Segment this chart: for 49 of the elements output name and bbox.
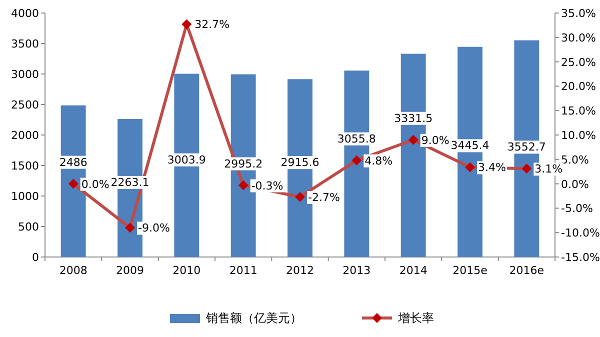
data-label: 3331.5 bbox=[394, 112, 433, 125]
y-tick-label: 1500 bbox=[11, 160, 39, 172]
y-tick-label: 1000 bbox=[11, 190, 39, 203]
data-label: 3.1% bbox=[534, 162, 563, 176]
data-label: 3.4% bbox=[478, 161, 506, 174]
data-label: 2995.2 bbox=[224, 157, 263, 170]
data-label: 3552.7 bbox=[507, 140, 546, 154]
y-tick-label: 2000 bbox=[11, 129, 39, 142]
x-tick-label: 2012 bbox=[286, 264, 314, 277]
legend-label: 增长率 bbox=[397, 311, 434, 325]
y2-tick-label: 15.0% bbox=[561, 104, 596, 118]
x-tick-label: 2008 bbox=[59, 264, 88, 277]
x-tick-label: 2013 bbox=[342, 264, 371, 277]
x-tick-label: 2009 bbox=[116, 264, 144, 277]
y-tick-label: 0 bbox=[32, 251, 39, 264]
y-tick-label: 500 bbox=[18, 220, 39, 234]
y-tick-label: 2500 bbox=[11, 98, 39, 112]
data-label: 32.7% bbox=[194, 18, 230, 32]
y-tick-label: 3500 bbox=[11, 38, 39, 50]
y2-tick-label: -10.0% bbox=[561, 226, 600, 240]
y2-tick-label: 10.0% bbox=[561, 129, 596, 142]
legend-label: 销售额（亿美元） bbox=[205, 311, 302, 325]
x-tick-label: 2014 bbox=[399, 264, 428, 277]
data-label: 3003.9 bbox=[167, 153, 206, 166]
data-label: 2486 bbox=[59, 156, 88, 169]
data-label: 9.0% bbox=[421, 134, 450, 147]
data-label: 4.8% bbox=[364, 154, 393, 168]
x-tick-label: 2016e bbox=[509, 264, 544, 277]
data-label: 2263.1 bbox=[110, 176, 150, 189]
y2-tick-label: 35.0% bbox=[561, 7, 596, 20]
y2-tick-label: -15.0% bbox=[561, 251, 600, 264]
x-tick-label: 2015e bbox=[452, 264, 488, 277]
y2-tick-label: 20.0% bbox=[561, 80, 596, 94]
x-tick-label: 2010 bbox=[172, 264, 201, 277]
y2-tick-label: 30.0% bbox=[561, 31, 596, 44]
data-label: 0.0% bbox=[81, 178, 110, 191]
data-label: -0.3% bbox=[251, 179, 284, 192]
data-label: 2915.6 bbox=[280, 156, 320, 170]
y2-tick-label: 25.0% bbox=[561, 56, 596, 69]
y2-tick-label: -5.0% bbox=[561, 202, 593, 216]
data-label: 3445.4 bbox=[450, 139, 490, 152]
data-label: 3055.8 bbox=[337, 132, 376, 146]
y2-tick-label: 0.0% bbox=[561, 178, 589, 191]
data-label: -2.7% bbox=[308, 190, 340, 204]
x-tick-label: 2011 bbox=[229, 264, 258, 277]
y-tick-label: 3000 bbox=[11, 68, 39, 81]
y-tick-label: 4000 bbox=[11, 7, 39, 20]
y2-tick-label: 5.0% bbox=[561, 153, 589, 166]
data-label: -9.0% bbox=[138, 222, 170, 235]
